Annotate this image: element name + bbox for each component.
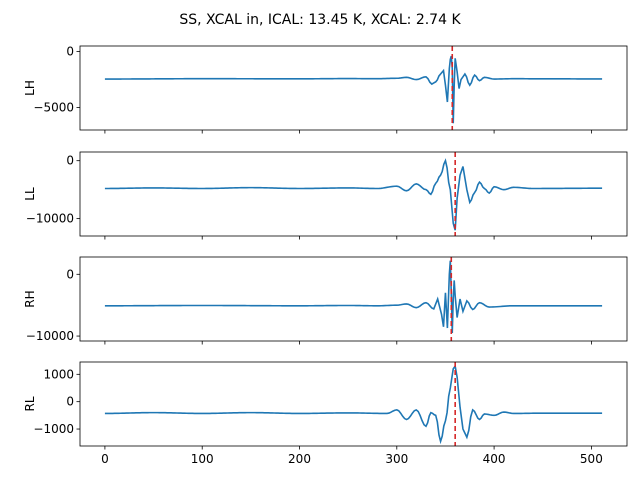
y-axis-label: LL (23, 187, 37, 201)
axes-frame (79, 256, 628, 342)
subplot-ll: 0 −10000 LL (23, 151, 628, 240)
y-tick-label: −10000 (26, 329, 74, 343)
axes-frame (79, 45, 628, 131)
y-axis-label: RL (23, 396, 37, 411)
x-tick-label: 500 (580, 452, 603, 466)
x-tick-label: 400 (483, 452, 506, 466)
x-tick-label: 0 (101, 452, 109, 466)
subplot-lh: 0 −5000 LH (23, 45, 628, 134)
x-tick-label: 300 (385, 452, 408, 466)
y-tick-label: −1000 (33, 422, 74, 436)
y-tick-label: −5000 (33, 101, 74, 115)
y-tick-label: −10000 (26, 212, 74, 226)
subplot-rh: 0 −10000 RH (23, 256, 628, 345)
series-line (104, 364, 603, 445)
figure-title: SS, XCAL in, ICAL: 13.45 K, XCAL: 2.74 K (179, 12, 461, 28)
y-tick-label: 0 (66, 395, 74, 409)
y-axis-label: RH (23, 290, 37, 307)
y-tick-label: 1000 (43, 367, 74, 381)
series-line (104, 260, 603, 333)
series-line (104, 55, 603, 124)
y-axis-label: LH (23, 80, 37, 96)
x-tick-label: 100 (191, 452, 214, 466)
x-tick-label: 200 (288, 452, 311, 466)
axes-frame (79, 151, 628, 237)
subplot-rl: 1000 0 −1000 0 100 200 300 400 500 RL (23, 361, 628, 466)
y-tick-label: 0 (66, 154, 74, 168)
series-line (104, 158, 603, 231)
y-tick-label: 0 (66, 267, 74, 281)
y-tick-label: 0 (66, 45, 74, 59)
axes-frame (79, 361, 628, 447)
